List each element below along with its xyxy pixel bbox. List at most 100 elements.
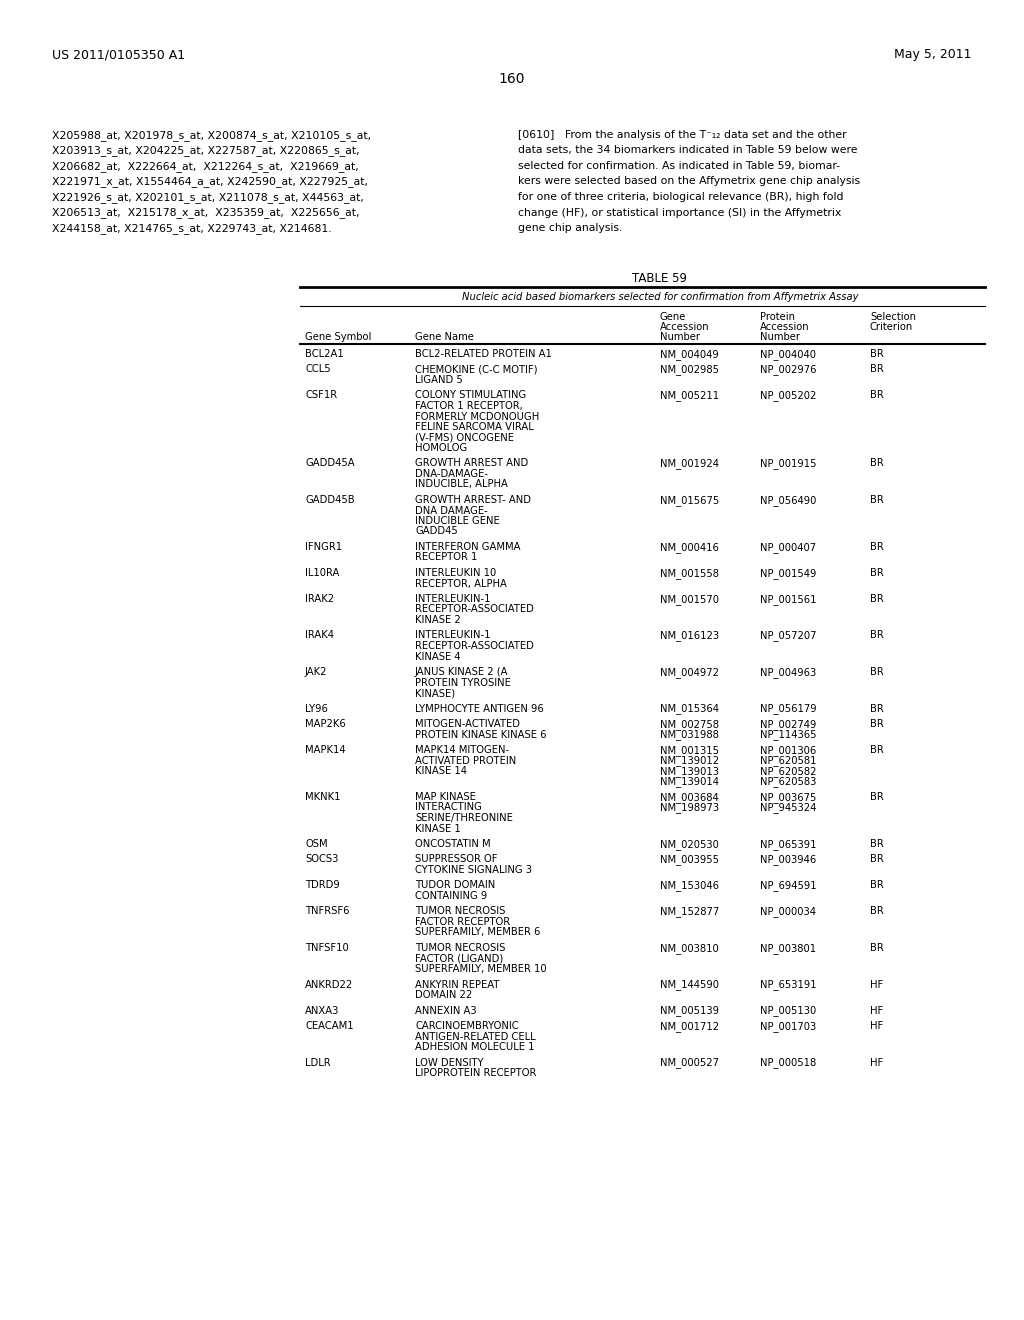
Text: PROTEIN TYROSINE: PROTEIN TYROSINE xyxy=(415,677,511,688)
Text: MAP KINASE: MAP KINASE xyxy=(415,792,476,803)
Text: CSF1R: CSF1R xyxy=(305,391,337,400)
Text: NM_002985: NM_002985 xyxy=(660,364,719,375)
Text: selected for confirmation. As indicated in Table 59, biomar-: selected for confirmation. As indicated … xyxy=(518,161,840,172)
Text: BR: BR xyxy=(870,719,884,729)
Text: NM_004049: NM_004049 xyxy=(660,348,719,360)
Text: NM_198973: NM_198973 xyxy=(660,803,719,813)
Text: LOW DENSITY: LOW DENSITY xyxy=(415,1057,483,1068)
Text: X205988_at, X201978_s_at, X200874_s_at, X210105_s_at,: X205988_at, X201978_s_at, X200874_s_at, … xyxy=(52,129,371,141)
Text: NP_005130: NP_005130 xyxy=(760,1006,816,1016)
Text: NP_945324: NP_945324 xyxy=(760,803,816,813)
Text: NM_003955: NM_003955 xyxy=(660,854,719,866)
Text: RECEPTOR-ASSOCIATED: RECEPTOR-ASSOCIATED xyxy=(415,642,534,651)
Text: NM_001558: NM_001558 xyxy=(660,568,719,579)
Text: NP_065391: NP_065391 xyxy=(760,840,816,850)
Text: RECEPTOR, ALPHA: RECEPTOR, ALPHA xyxy=(415,578,507,589)
Text: NP_001306: NP_001306 xyxy=(760,744,816,756)
Text: BR: BR xyxy=(870,840,884,849)
Text: GADD45A: GADD45A xyxy=(305,458,354,469)
Text: ADHESION MOLECULE 1: ADHESION MOLECULE 1 xyxy=(415,1041,535,1052)
Text: RECEPTOR 1: RECEPTOR 1 xyxy=(415,553,477,562)
Text: FACTOR RECEPTOR: FACTOR RECEPTOR xyxy=(415,917,510,927)
Text: NM_000527: NM_000527 xyxy=(660,1057,719,1068)
Text: FACTOR (LIGAND): FACTOR (LIGAND) xyxy=(415,953,503,964)
Text: GADD45B: GADD45B xyxy=(305,495,354,506)
Text: NP_001915: NP_001915 xyxy=(760,458,816,470)
Text: BR: BR xyxy=(870,942,884,953)
Text: NM_139014: NM_139014 xyxy=(660,776,719,788)
Text: Accession: Accession xyxy=(760,322,810,333)
Text: NP_114365: NP_114365 xyxy=(760,730,816,741)
Text: ACTIVATED PROTEIN: ACTIVATED PROTEIN xyxy=(415,755,516,766)
Text: NP_003675: NP_003675 xyxy=(760,792,816,803)
Text: gene chip analysis.: gene chip analysis. xyxy=(518,223,623,234)
Text: kers were selected based on the Affymetrix gene chip analysis: kers were selected based on the Affymetr… xyxy=(518,177,860,186)
Text: MAPK14: MAPK14 xyxy=(305,744,346,755)
Text: GADD45: GADD45 xyxy=(415,527,458,536)
Text: TUMOR NECROSIS: TUMOR NECROSIS xyxy=(415,907,506,916)
Text: HOMOLOG: HOMOLOG xyxy=(415,444,467,453)
Text: NM_004972: NM_004972 xyxy=(660,667,719,678)
Text: NM_139013: NM_139013 xyxy=(660,766,719,777)
Text: BR: BR xyxy=(870,704,884,714)
Text: NP_003946: NP_003946 xyxy=(760,854,816,866)
Text: JAK2: JAK2 xyxy=(305,667,328,677)
Text: NP_002749: NP_002749 xyxy=(760,719,816,730)
Text: IFNGR1: IFNGR1 xyxy=(305,543,342,552)
Text: TABLE 59: TABLE 59 xyxy=(633,272,687,285)
Text: BCL2A1: BCL2A1 xyxy=(305,348,344,359)
Text: TNFSF10: TNFSF10 xyxy=(305,942,349,953)
Text: CYTOKINE SIGNALING 3: CYTOKINE SIGNALING 3 xyxy=(415,865,532,875)
Text: BR: BR xyxy=(870,631,884,640)
Text: KINASE 1: KINASE 1 xyxy=(415,824,461,833)
Text: HF: HF xyxy=(870,979,884,990)
Text: MKNK1: MKNK1 xyxy=(305,792,341,803)
Text: ANKYRIN REPEAT: ANKYRIN REPEAT xyxy=(415,979,500,990)
Text: LIGAND 5: LIGAND 5 xyxy=(415,375,463,385)
Text: FACTOR 1 RECEPTOR,: FACTOR 1 RECEPTOR, xyxy=(415,401,522,411)
Text: NP_056179: NP_056179 xyxy=(760,704,816,714)
Text: CONTAINING 9: CONTAINING 9 xyxy=(415,891,487,902)
Text: JANUS KINASE 2 (A: JANUS KINASE 2 (A xyxy=(415,667,509,677)
Text: BCL2-RELATED PROTEIN A1: BCL2-RELATED PROTEIN A1 xyxy=(415,348,552,359)
Text: Number: Number xyxy=(760,333,800,342)
Text: GROWTH ARREST AND: GROWTH ARREST AND xyxy=(415,458,528,469)
Text: CEACAM1: CEACAM1 xyxy=(305,1020,353,1031)
Text: SUPPRESSOR OF: SUPPRESSOR OF xyxy=(415,854,498,865)
Text: INTERLEUKIN-1: INTERLEUKIN-1 xyxy=(415,594,490,605)
Text: TUDOR DOMAIN: TUDOR DOMAIN xyxy=(415,880,496,891)
Text: FORMERLY MCDONOUGH: FORMERLY MCDONOUGH xyxy=(415,412,540,421)
Text: for one of three criteria, biological relevance (BR), high fold: for one of three criteria, biological re… xyxy=(518,191,844,202)
Text: BR: BR xyxy=(870,391,884,400)
Text: NM_144590: NM_144590 xyxy=(660,979,719,990)
Text: NM_001712: NM_001712 xyxy=(660,1020,719,1032)
Text: BR: BR xyxy=(870,744,884,755)
Text: Number: Number xyxy=(660,333,700,342)
Text: HF: HF xyxy=(870,1057,884,1068)
Text: KINASE): KINASE) xyxy=(415,688,455,698)
Text: NM_015364: NM_015364 xyxy=(660,704,719,714)
Text: Gene Symbol: Gene Symbol xyxy=(305,333,372,342)
Text: MAP2K6: MAP2K6 xyxy=(305,719,346,729)
Text: BR: BR xyxy=(870,854,884,865)
Text: NP_000518: NP_000518 xyxy=(760,1057,816,1068)
Text: KINASE 14: KINASE 14 xyxy=(415,766,467,776)
Text: MITOGEN-ACTIVATED: MITOGEN-ACTIVATED xyxy=(415,719,520,729)
Text: Accession: Accession xyxy=(660,322,710,333)
Text: Protein: Protein xyxy=(760,312,795,322)
Text: IRAK2: IRAK2 xyxy=(305,594,334,605)
Text: PROTEIN KINASE KINASE 6: PROTEIN KINASE KINASE 6 xyxy=(415,730,547,739)
Text: INTERFERON GAMMA: INTERFERON GAMMA xyxy=(415,543,520,552)
Text: NP_000034: NP_000034 xyxy=(760,907,816,917)
Text: 160: 160 xyxy=(499,73,525,86)
Text: BR: BR xyxy=(870,594,884,605)
Text: BR: BR xyxy=(870,568,884,578)
Text: X206513_at,  X215178_x_at,  X235359_at,  X225656_at,: X206513_at, X215178_x_at, X235359_at, X2… xyxy=(52,207,359,218)
Text: NM_000416: NM_000416 xyxy=(660,543,719,553)
Text: NP_002976: NP_002976 xyxy=(760,364,816,375)
Text: CCL5: CCL5 xyxy=(305,364,331,375)
Text: NP_001561: NP_001561 xyxy=(760,594,816,605)
Text: DNA-DAMAGE-: DNA-DAMAGE- xyxy=(415,469,488,479)
Text: CHEMOKINE (C-C MOTIF): CHEMOKINE (C-C MOTIF) xyxy=(415,364,538,375)
Text: IL10RA: IL10RA xyxy=(305,568,339,578)
